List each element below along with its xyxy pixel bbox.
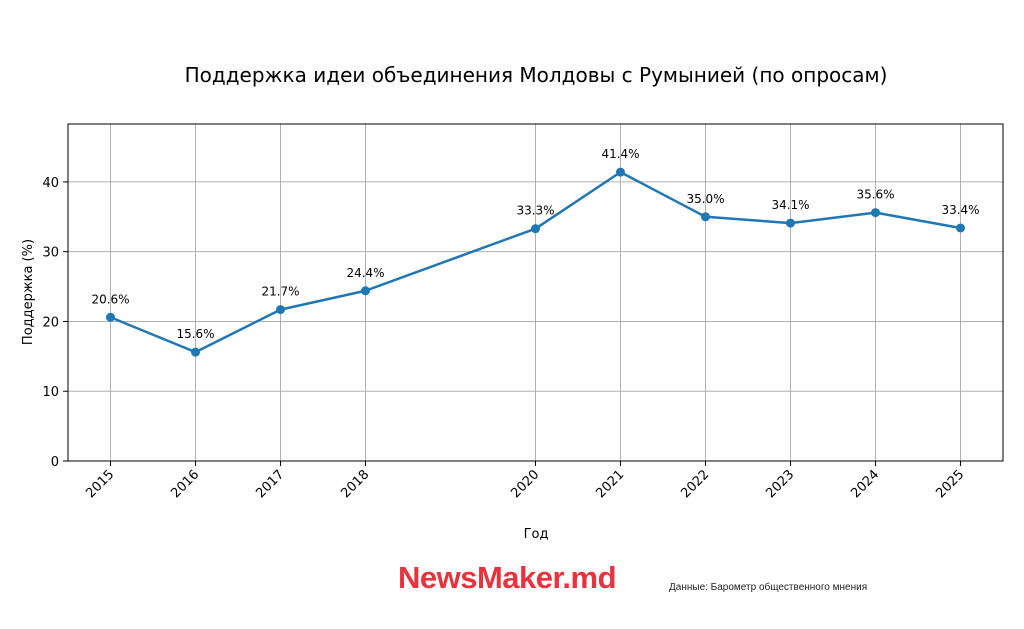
data-label: 41.4% — [601, 147, 639, 161]
y-tick-label: 0 — [51, 455, 59, 470]
y-tick-label: 20 — [42, 315, 59, 330]
y-tick-label: 40 — [42, 176, 59, 191]
source-note: Данные: Барометр общественного мнения — [669, 582, 868, 593]
data-point — [616, 167, 625, 177]
data-point — [106, 312, 115, 322]
x-axis-ticks: 2015 2016 2017 2018 2020 2021 2022 2023 2024 2025 — [83, 461, 967, 501]
x-tick-label: 2018 — [338, 467, 372, 501]
grid-lines — [68, 124, 1003, 462]
x-tick-label: 2021 — [593, 467, 627, 501]
x-tick-label: 2023 — [763, 467, 797, 501]
data-label: 34.1% — [771, 198, 809, 212]
x-tick-label: 2015 — [83, 467, 117, 501]
x-tick-label: 2022 — [678, 467, 712, 501]
y-axis-ticks: 0 10 20 30 40 — [42, 176, 68, 470]
data-point — [956, 223, 965, 233]
data-labels: 20.6% 15.6% 21.7% 24.4% 33.3% 41.4% 35.0% 34.1%… — [91, 147, 979, 341]
y-tick-label: 30 — [42, 246, 59, 261]
data-label: 33.3% — [516, 204, 554, 218]
data-label: 35.6% — [856, 188, 894, 202]
series-line — [110, 170, 961, 354]
data-label: 24.4% — [346, 266, 384, 280]
data-point — [361, 286, 370, 296]
x-tick-label: 2017 — [253, 467, 287, 501]
x-tick-label: 2020 — [508, 467, 542, 501]
data-point — [786, 218, 795, 228]
data-point — [276, 305, 285, 315]
data-label: 35.0% — [686, 192, 724, 206]
brand-main: NewsMaker — [398, 560, 563, 595]
y-tick-label: 10 — [42, 385, 59, 400]
brand-suffix: .md — [562, 560, 617, 595]
data-point — [531, 224, 540, 234]
data-point — [191, 347, 200, 357]
x-axis-label: Год — [524, 527, 549, 542]
data-label: 33.4% — [941, 203, 979, 217]
y-axis-label: Поддержка (%) — [21, 239, 36, 345]
x-tick-label: 2024 — [848, 467, 882, 501]
data-point — [871, 208, 880, 218]
data-point — [701, 212, 710, 222]
data-label: 15.6% — [176, 327, 214, 341]
series-group — [106, 167, 965, 357]
data-label: 20.6% — [91, 292, 129, 306]
x-tick-label: 2016 — [168, 467, 202, 501]
chart-title: Поддержка идеи объединения Молдовы с Рум… — [185, 63, 888, 87]
data-label: 21.7% — [261, 285, 299, 299]
newsmaker-logo: NewsMaker.md — [398, 560, 617, 596]
x-tick-label: 2025 — [933, 467, 967, 501]
